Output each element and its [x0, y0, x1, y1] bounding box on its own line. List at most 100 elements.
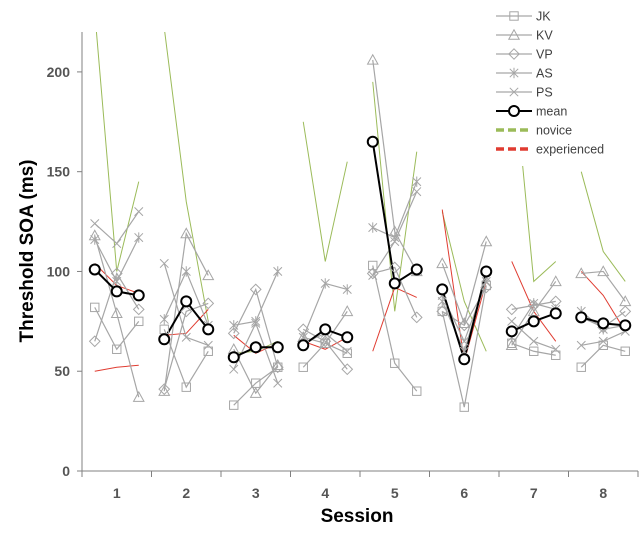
marker-x — [273, 378, 283, 388]
marker-triangle — [319, 337, 332, 348]
marker-star — [251, 316, 261, 327]
series-line-KV — [511, 281, 557, 346]
series-line-KV — [233, 349, 279, 395]
series-line-VP — [302, 328, 348, 370]
marker-x — [368, 270, 378, 280]
series-AS — [94, 181, 626, 354]
marker-circle — [271, 341, 284, 354]
x-tick-label: 2 — [182, 485, 190, 501]
series-line-novice — [95, 32, 140, 272]
marker-diamond — [227, 327, 240, 340]
y-tick-label: 100 — [47, 263, 71, 279]
marker-diamond — [158, 383, 171, 396]
y-tick-label: 200 — [47, 64, 71, 80]
marker-square — [437, 306, 447, 317]
marker-x — [390, 236, 400, 247]
marker-circle — [410, 263, 423, 276]
y-tick-label: 50 — [54, 363, 70, 379]
marker-square — [412, 386, 422, 396]
marker-square — [342, 348, 352, 358]
marker-diamond — [410, 311, 423, 324]
marker-x — [203, 340, 213, 350]
series-KV — [94, 59, 626, 398]
marker-x — [576, 340, 586, 350]
marker-star — [529, 298, 539, 309]
marker-diamond — [436, 305, 449, 318]
series-line-JK — [441, 285, 487, 408]
marker-star — [112, 276, 122, 287]
marker-diamond — [202, 297, 215, 310]
marker-circle — [505, 325, 518, 338]
marker-x — [112, 238, 122, 249]
marker-circle — [458, 353, 471, 366]
legend-item-experienced: experienced — [496, 143, 604, 157]
marker-x — [509, 87, 519, 97]
series-line-KV — [581, 270, 626, 302]
marker-triangle — [480, 235, 493, 247]
series-line-JK — [163, 329, 209, 389]
marker-diamond — [132, 303, 145, 316]
series-line-PS — [94, 211, 140, 245]
marker-circle — [597, 317, 610, 330]
y-tick-label: 150 — [47, 164, 71, 180]
legend-item-PS: PS — [496, 86, 553, 100]
marker-x — [507, 316, 517, 326]
series-markers-mean — [88, 135, 632, 366]
series-mean — [94, 141, 626, 363]
x-tick-label: 4 — [321, 485, 329, 501]
marker-diamond — [180, 305, 193, 318]
marker-triangle — [507, 28, 521, 40]
marker-diamond — [505, 303, 518, 316]
marker-square — [181, 382, 191, 392]
legend-label: AS — [536, 67, 553, 81]
legend-label: mean — [536, 105, 567, 119]
legend-item-AS: AS — [496, 67, 553, 81]
marker-triangle — [110, 307, 123, 319]
marker-circle — [388, 277, 401, 290]
marker-circle — [527, 315, 540, 328]
series-line-novice — [302, 121, 348, 262]
marker-triangle — [597, 265, 610, 277]
marker-diamond — [388, 261, 401, 274]
x-tick-label: 8 — [599, 485, 607, 501]
marker-circle — [88, 263, 101, 276]
marker-x — [459, 336, 469, 346]
marker-star — [159, 314, 169, 325]
legend-item-VP: VP — [496, 48, 553, 62]
series-line-experienced — [303, 336, 348, 350]
series-markers-AS — [90, 176, 630, 357]
legend-label: experienced — [536, 143, 604, 157]
marker-circle — [341, 331, 354, 344]
x-tick-label: 7 — [530, 485, 538, 501]
marker-x — [229, 364, 239, 374]
marker-square — [90, 302, 100, 313]
marker-circle — [202, 323, 215, 336]
legend-label: novice — [536, 124, 572, 138]
marker-circle — [619, 319, 632, 332]
marker-circle — [249, 341, 262, 354]
marker-x — [342, 346, 352, 356]
marker-x — [529, 336, 539, 346]
marker-diamond — [458, 319, 471, 332]
marker-x — [181, 332, 191, 342]
marker-star — [509, 67, 519, 79]
series-line-VP — [94, 272, 140, 342]
marker-triangle — [549, 275, 562, 287]
marker-star — [320, 278, 330, 289]
marker-diamond — [480, 281, 493, 294]
marker-x — [251, 318, 261, 328]
marker-square — [529, 346, 539, 356]
marker-star — [134, 232, 144, 243]
marker-circle — [366, 135, 379, 148]
marker-triangle — [366, 53, 379, 65]
marker-circle — [158, 333, 171, 346]
y-tick-label: 0 — [62, 463, 70, 479]
legend-label: VP — [536, 48, 553, 62]
marker-square — [620, 346, 630, 356]
marker-square — [390, 358, 400, 368]
marker-star — [368, 222, 378, 233]
x-tick-label: 1 — [113, 485, 121, 501]
series-markers — [88, 53, 632, 412]
marker-diamond — [341, 363, 354, 376]
